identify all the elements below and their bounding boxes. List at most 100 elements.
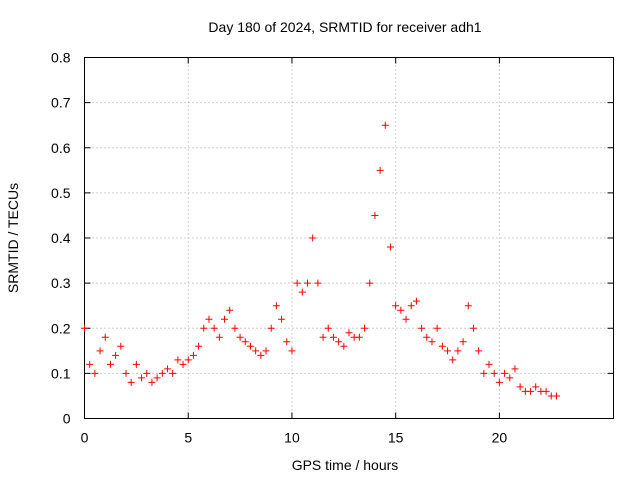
data-point <box>257 351 265 359</box>
data-point <box>376 166 384 174</box>
y-tick-label: 0.2 <box>51 320 71 336</box>
data-point <box>101 333 109 341</box>
data-point <box>527 387 535 395</box>
data-point <box>407 302 415 310</box>
data-point <box>283 338 291 346</box>
data-point <box>215 333 223 341</box>
x-axis-label: GPS time / hours <box>292 457 399 473</box>
data-point <box>423 333 431 341</box>
data-point <box>412 297 420 305</box>
data-point <box>272 302 280 310</box>
data-point <box>485 360 493 368</box>
data-point <box>138 374 146 382</box>
data-point <box>112 351 120 359</box>
y-axis-label: SRMTID / TECUs <box>5 183 21 293</box>
data-point <box>86 360 94 368</box>
data-point <box>335 338 343 346</box>
data-point <box>516 383 524 391</box>
data-point <box>174 356 182 364</box>
data-point <box>298 288 306 296</box>
data-point <box>189 351 197 359</box>
data-point <box>96 347 104 355</box>
data-point <box>278 315 286 323</box>
y-tick-label: 0.3 <box>51 275 71 291</box>
data-point <box>169 369 177 377</box>
data-point <box>428 338 436 346</box>
data-point <box>143 369 151 377</box>
data-point <box>319 333 327 341</box>
data-point <box>449 356 457 364</box>
data-point <box>117 342 125 350</box>
y-tick-label: 0.4 <box>51 230 71 246</box>
data-point <box>252 347 260 355</box>
data-point <box>433 324 441 332</box>
data-point <box>221 315 229 323</box>
data-point <box>444 347 452 355</box>
data-point <box>158 369 166 377</box>
data-point <box>195 342 203 350</box>
y-tick-label: 0.8 <box>51 50 71 66</box>
data-point <box>469 324 477 332</box>
y-tick-label: 0.6 <box>51 140 71 156</box>
data-point <box>231 324 239 332</box>
data-point <box>381 121 389 129</box>
data-point <box>179 360 187 368</box>
data-point <box>355 333 363 341</box>
data-point <box>464 302 472 310</box>
data-point <box>361 324 369 332</box>
data-point <box>366 279 374 287</box>
data-point <box>163 365 171 373</box>
data-point <box>127 378 135 386</box>
y-tick-label: 0.7 <box>51 95 71 111</box>
y-tick-label: 0.5 <box>51 185 71 201</box>
data-point <box>200 324 208 332</box>
axis-ticks: 0 0.1 0.2 0.3 0.4 0.5 0.6 0.7 0.8 0 5 10 15 20 <box>51 50 614 446</box>
data-point <box>345 329 353 337</box>
data-point <box>81 324 88 332</box>
data-point <box>454 347 462 355</box>
data-point <box>148 378 156 386</box>
data-point <box>184 356 192 364</box>
data-point <box>542 387 550 395</box>
data-point <box>532 383 540 391</box>
data-point <box>288 347 296 355</box>
data-point <box>490 369 498 377</box>
x-tick-label: 10 <box>284 430 300 446</box>
data-point <box>205 315 213 323</box>
data-point <box>397 306 405 314</box>
data-point <box>210 324 218 332</box>
data-point <box>122 369 130 377</box>
x-tick-label: 5 <box>184 430 192 446</box>
data-point <box>386 243 394 251</box>
data-point <box>246 342 254 350</box>
x-tick-label: 20 <box>492 430 508 446</box>
data-point <box>371 211 379 219</box>
data-point <box>511 365 519 373</box>
data-points <box>81 121 560 400</box>
data-point <box>418 324 426 332</box>
data-point <box>475 347 483 355</box>
data-point <box>340 342 348 350</box>
data-point <box>241 338 249 346</box>
data-point <box>314 279 322 287</box>
data-point <box>402 315 410 323</box>
data-point <box>501 369 509 377</box>
data-point <box>329 333 337 341</box>
data-point <box>438 342 446 350</box>
data-point <box>392 302 400 310</box>
y-tick-label: 0 <box>63 411 71 427</box>
x-tick-label: 15 <box>388 430 404 446</box>
data-point <box>132 360 140 368</box>
data-point <box>106 360 114 368</box>
chart-title: Day 180 of 2024, SRMTID for receiver adh… <box>208 19 481 35</box>
data-point <box>459 338 467 346</box>
data-point <box>226 306 234 314</box>
data-point <box>153 374 161 382</box>
data-point <box>262 347 270 355</box>
data-point <box>495 378 503 386</box>
data-point <box>267 324 275 332</box>
grid-lines <box>84 57 614 419</box>
x-tick-label: 0 <box>81 430 89 446</box>
data-point <box>309 234 317 242</box>
